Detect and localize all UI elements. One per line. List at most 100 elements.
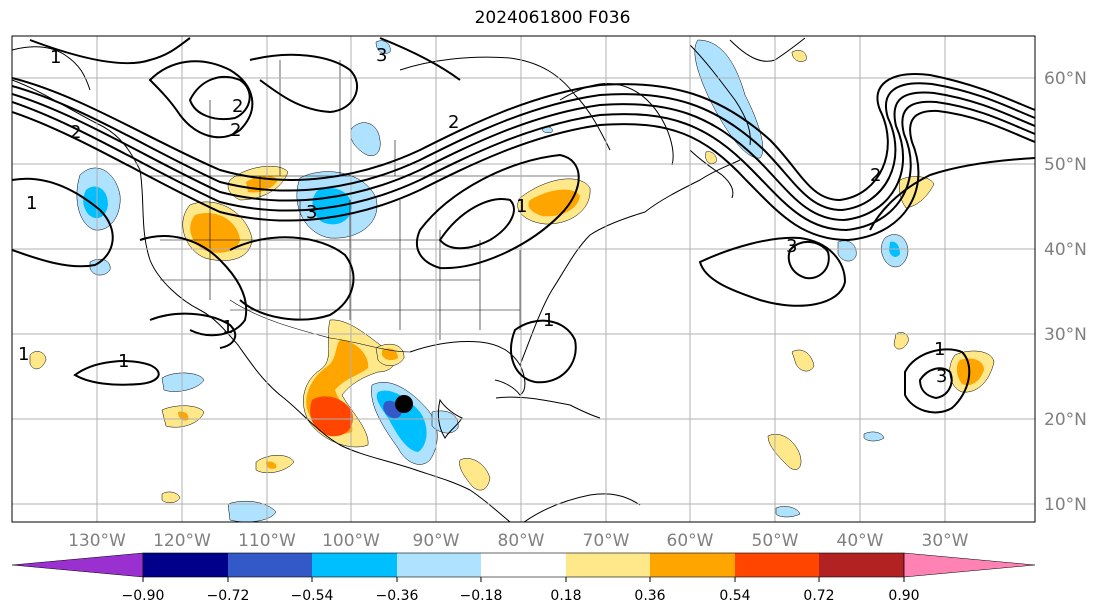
pos-anomaly-small-13 [266, 461, 277, 469]
jet-contour-4 [12, 100, 1035, 232]
contour-label: 1 [26, 193, 37, 214]
lon-label: 30°W [922, 531, 969, 551]
contour-label: 1 [222, 317, 233, 338]
neg-anomaly-atl-4 [775, 506, 801, 518]
map-title: 2024061800 F036 [474, 8, 631, 28]
colorbar-tick-label: −0.18 [460, 588, 503, 604]
contour-label: 1 [18, 344, 29, 365]
pos-anomaly-gl-mid [528, 189, 580, 217]
neg-anomaly-atl-3 [863, 431, 885, 442]
lat-labels: 60°N 50°N 40°N 30°N 20°N 10°N [1044, 69, 1087, 515]
lon-label: 40°W [837, 531, 884, 551]
pos-anomaly-mexico-core [310, 396, 353, 437]
contour-lines [12, 37, 1035, 414]
pos-anomaly-small-11 [705, 151, 717, 164]
contour-label: 1 [543, 310, 554, 331]
contour-label: 3 [306, 202, 317, 223]
pos-anomaly-small-6 [161, 491, 181, 503]
contour-label: 2 [448, 112, 459, 133]
lat-label: 10°N [1044, 495, 1087, 515]
contour-label: 3 [786, 236, 797, 257]
contour-label: 2 [870, 165, 881, 186]
contour-east-1 [869, 157, 1035, 231]
neg-anomaly-pac-small [89, 259, 111, 276]
lon-label: 120°W [153, 531, 211, 551]
pos-anomaly-atl-e-mid [956, 358, 984, 386]
lon-label: 50°W [752, 531, 799, 551]
contour-label: 2 [230, 120, 241, 141]
lon-label: 60°W [667, 531, 714, 551]
contour-west-1 [12, 177, 114, 268]
pos-anomaly-small-8 [893, 332, 909, 350]
storm-center-marker [395, 395, 413, 413]
lat-label: 20°N [1044, 410, 1087, 430]
contour-mx-1 [149, 312, 237, 349]
colorbar-tick-label: 0.72 [803, 588, 834, 604]
contour-northwest-1 [29, 37, 191, 65]
contour-atl-e-2 [918, 367, 953, 400]
colorbar-tick-labels: −0.90 −0.72 −0.54 −0.36 −0.18 0.18 0.36 … [122, 588, 920, 604]
contour-label: 3 [936, 366, 947, 387]
contour-label: 3 [376, 45, 387, 66]
neg-anomaly-pac-mx [161, 372, 205, 392]
contour-atl-1 [698, 236, 847, 307]
contour-label: 2 [70, 122, 81, 143]
map-body: 1 1 2 2 3 3 2 1 2 3 1 1 1 3 1 1 2 [12, 36, 1035, 522]
contour-label: 1 [516, 196, 527, 217]
jet-contour-3 [12, 91, 1035, 222]
colorbar-tick-label: −0.90 [122, 588, 165, 604]
lat-label: 50°N [1044, 155, 1087, 175]
shaded-anomalies [29, 39, 995, 522]
pos-anomaly-small-3 [791, 349, 815, 372]
contour-northwest-2 [148, 60, 254, 139]
colorbar-extend-right [903, 552, 1036, 578]
map-frame [11, 35, 1036, 523]
colorbar-frame [142, 552, 905, 578]
lon-label: 70°W [583, 531, 630, 551]
colorbar-tick-label: −0.72 [207, 588, 250, 604]
colorbar-tick-label: 0.36 [634, 588, 665, 604]
neg-anomaly-atl-2 [837, 240, 857, 262]
contour-label: 1 [934, 339, 945, 360]
contour-gl-1 [415, 153, 580, 270]
lon-label: 90°W [413, 531, 460, 551]
pos-anomaly-small-2 [767, 434, 802, 470]
jet-contour-1 [12, 73, 1035, 202]
neg-anomaly-mt [350, 122, 381, 156]
pos-anomaly-tx-mid [382, 348, 398, 361]
jet-contour-2 [12, 82, 1035, 212]
contour-label: 1 [50, 47, 61, 68]
colorbar-extend-left [11, 552, 144, 578]
contour-atl-e-1 [904, 348, 971, 414]
colorbar: −0.90 −0.72 −0.54 −0.36 −0.18 0.18 0.36 … [11, 552, 1036, 604]
pos-anomaly-small-10 [791, 50, 807, 62]
contour-se [510, 319, 577, 384]
pos-anomaly-small-7 [29, 351, 47, 370]
colorbar-tick-label: 0.54 [719, 588, 750, 604]
colorbar-swatch [143, 553, 228, 577]
colorbar-tick-label: 0.18 [550, 588, 581, 604]
jet-contour-5 [12, 109, 1035, 242]
lon-labels: 130°W 120°W 110°W 100°W 90°W 80°W 70°W 6… [68, 531, 969, 551]
lat-label: 30°N [1044, 325, 1087, 345]
colorbar-ticks [142, 577, 905, 582]
lat-label: 60°N [1044, 69, 1087, 89]
colorbar-swatch [228, 553, 312, 577]
contour-ne-1 [379, 37, 461, 81]
contour-atl-2 [787, 241, 830, 280]
lon-label: 100°W [322, 531, 380, 551]
contour-label: 2 [232, 96, 243, 117]
gridlines [12, 36, 1035, 522]
colorbar-tick-label: −0.36 [376, 588, 419, 604]
contour-label: 1 [118, 351, 129, 372]
colorbar-tick-label: 0.90 [888, 588, 919, 604]
colorbar-swatch [397, 553, 481, 577]
colorbar-swatch [819, 553, 904, 577]
contour-gl-2 [438, 198, 515, 250]
contour-label-group: 1 1 2 2 3 3 2 1 2 3 1 1 1 3 1 1 2 [18, 45, 947, 387]
colorbar-swatch [481, 553, 566, 577]
neg-anomaly-ne [375, 40, 391, 54]
colorbar-swatch [566, 553, 650, 577]
contour-plains [229, 236, 355, 321]
